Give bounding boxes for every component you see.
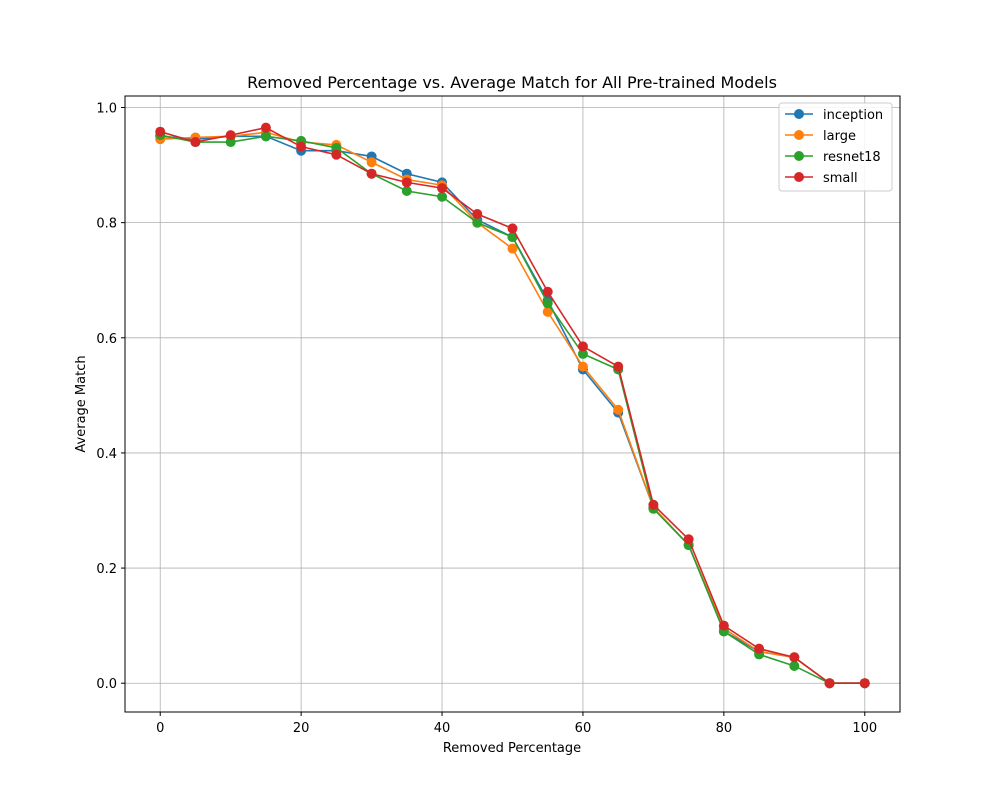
x-tick-label: 40 [434, 721, 451, 736]
data-point-small [824, 678, 835, 689]
data-point-small [401, 177, 412, 188]
data-point-resnet18 [542, 298, 553, 309]
data-point-small [155, 126, 166, 137]
data-point-resnet18 [577, 348, 588, 359]
data-point-small [754, 643, 765, 654]
data-point-small [437, 183, 448, 194]
series-large [155, 127, 870, 689]
data-point-small [296, 141, 307, 152]
legend-item-inception: inception [785, 108, 883, 123]
legend-marker [794, 172, 804, 182]
legend: inception large resnet18 small [778, 102, 893, 192]
series-line-small [160, 126, 865, 685]
legend-item-small: small [785, 171, 858, 186]
y-tick-label: 0.8 [96, 217, 117, 232]
data-point-small [859, 678, 870, 689]
data-point-resnet18 [437, 191, 448, 202]
data-point-small [331, 149, 342, 160]
data-point-large [542, 306, 553, 317]
y-tick-label: 0.0 [96, 677, 117, 692]
legend-label: inception [823, 108, 883, 123]
x-tick-label: 20 [293, 721, 310, 736]
data-point-large [507, 243, 518, 254]
legend-item-large: large [785, 129, 856, 144]
x-tick-label: 100 [852, 721, 877, 736]
data-point-small [472, 209, 483, 220]
data-point-small [648, 499, 659, 510]
data-point-small [225, 130, 236, 141]
plot-frame [124, 95, 901, 713]
data-point-resnet18 [401, 185, 412, 196]
series-layer [155, 122, 870, 689]
ticks: 0 20 40 60 80 100 0.0 0.2 0.4 0.6 0.8 1.0 [96, 102, 877, 736]
data-point-large [613, 404, 624, 415]
y-axis-label: Average Match [74, 355, 89, 452]
legend-marker [794, 109, 804, 119]
data-point-small [613, 361, 624, 372]
data-point-small [577, 341, 588, 352]
data-point-small [718, 620, 729, 631]
legend-marker [794, 130, 804, 140]
legend-item-resnet18: resnet18 [785, 150, 881, 165]
data-point-large [366, 157, 377, 168]
series-inception [155, 131, 870, 689]
legend-label: resnet18 [823, 150, 881, 165]
legend-box [778, 102, 893, 192]
data-point-small [260, 122, 271, 133]
data-point-large [577, 361, 588, 372]
x-tick-label: 0 [156, 721, 164, 736]
data-point-resnet18 [260, 131, 271, 142]
x-tick-label: 60 [575, 721, 592, 736]
data-point-small [789, 652, 800, 663]
y-tick-label: 0.6 [96, 332, 117, 347]
x-tick-label: 80 [716, 721, 733, 736]
chart-title: Removed Percentage vs. Average Match for… [247, 73, 777, 92]
legend-marker [794, 151, 804, 161]
series-line-inception [160, 135, 865, 685]
data-point-resnet18 [789, 660, 800, 671]
data-point-small [683, 534, 694, 545]
series-line-resnet18 [160, 134, 865, 685]
series-small [155, 122, 870, 689]
data-point-small [542, 286, 553, 297]
data-point-small [507, 223, 518, 234]
data-point-resnet18 [225, 137, 236, 148]
series-line-large [160, 131, 865, 685]
data-point-small [366, 168, 377, 179]
x-axis-label: Removed Percentage [443, 741, 581, 756]
data-point-resnet18 [331, 142, 342, 153]
data-point-small [190, 137, 201, 148]
y-tick-label: 0.2 [96, 562, 117, 577]
y-tick-label: 1.0 [96, 102, 117, 117]
series-resnet18 [155, 130, 870, 689]
legend-label: large [823, 129, 856, 144]
data-point-resnet18 [472, 217, 483, 228]
y-tick-label: 0.4 [96, 447, 117, 462]
legend-label: small [823, 171, 858, 186]
